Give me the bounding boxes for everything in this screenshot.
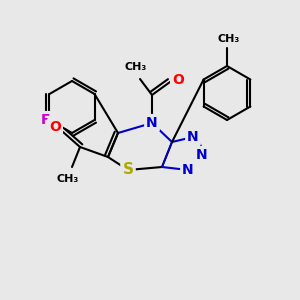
- Text: N: N: [187, 130, 199, 144]
- Text: CH₃: CH₃: [218, 34, 240, 44]
- Text: CH₃: CH₃: [57, 174, 79, 184]
- Text: S: S: [122, 163, 134, 178]
- Text: N: N: [182, 163, 194, 177]
- Text: O: O: [49, 120, 61, 134]
- Text: N: N: [196, 148, 208, 162]
- Text: F: F: [41, 113, 50, 127]
- Text: CH₃: CH₃: [125, 62, 147, 72]
- Text: O: O: [172, 73, 184, 87]
- Text: N: N: [146, 116, 158, 130]
